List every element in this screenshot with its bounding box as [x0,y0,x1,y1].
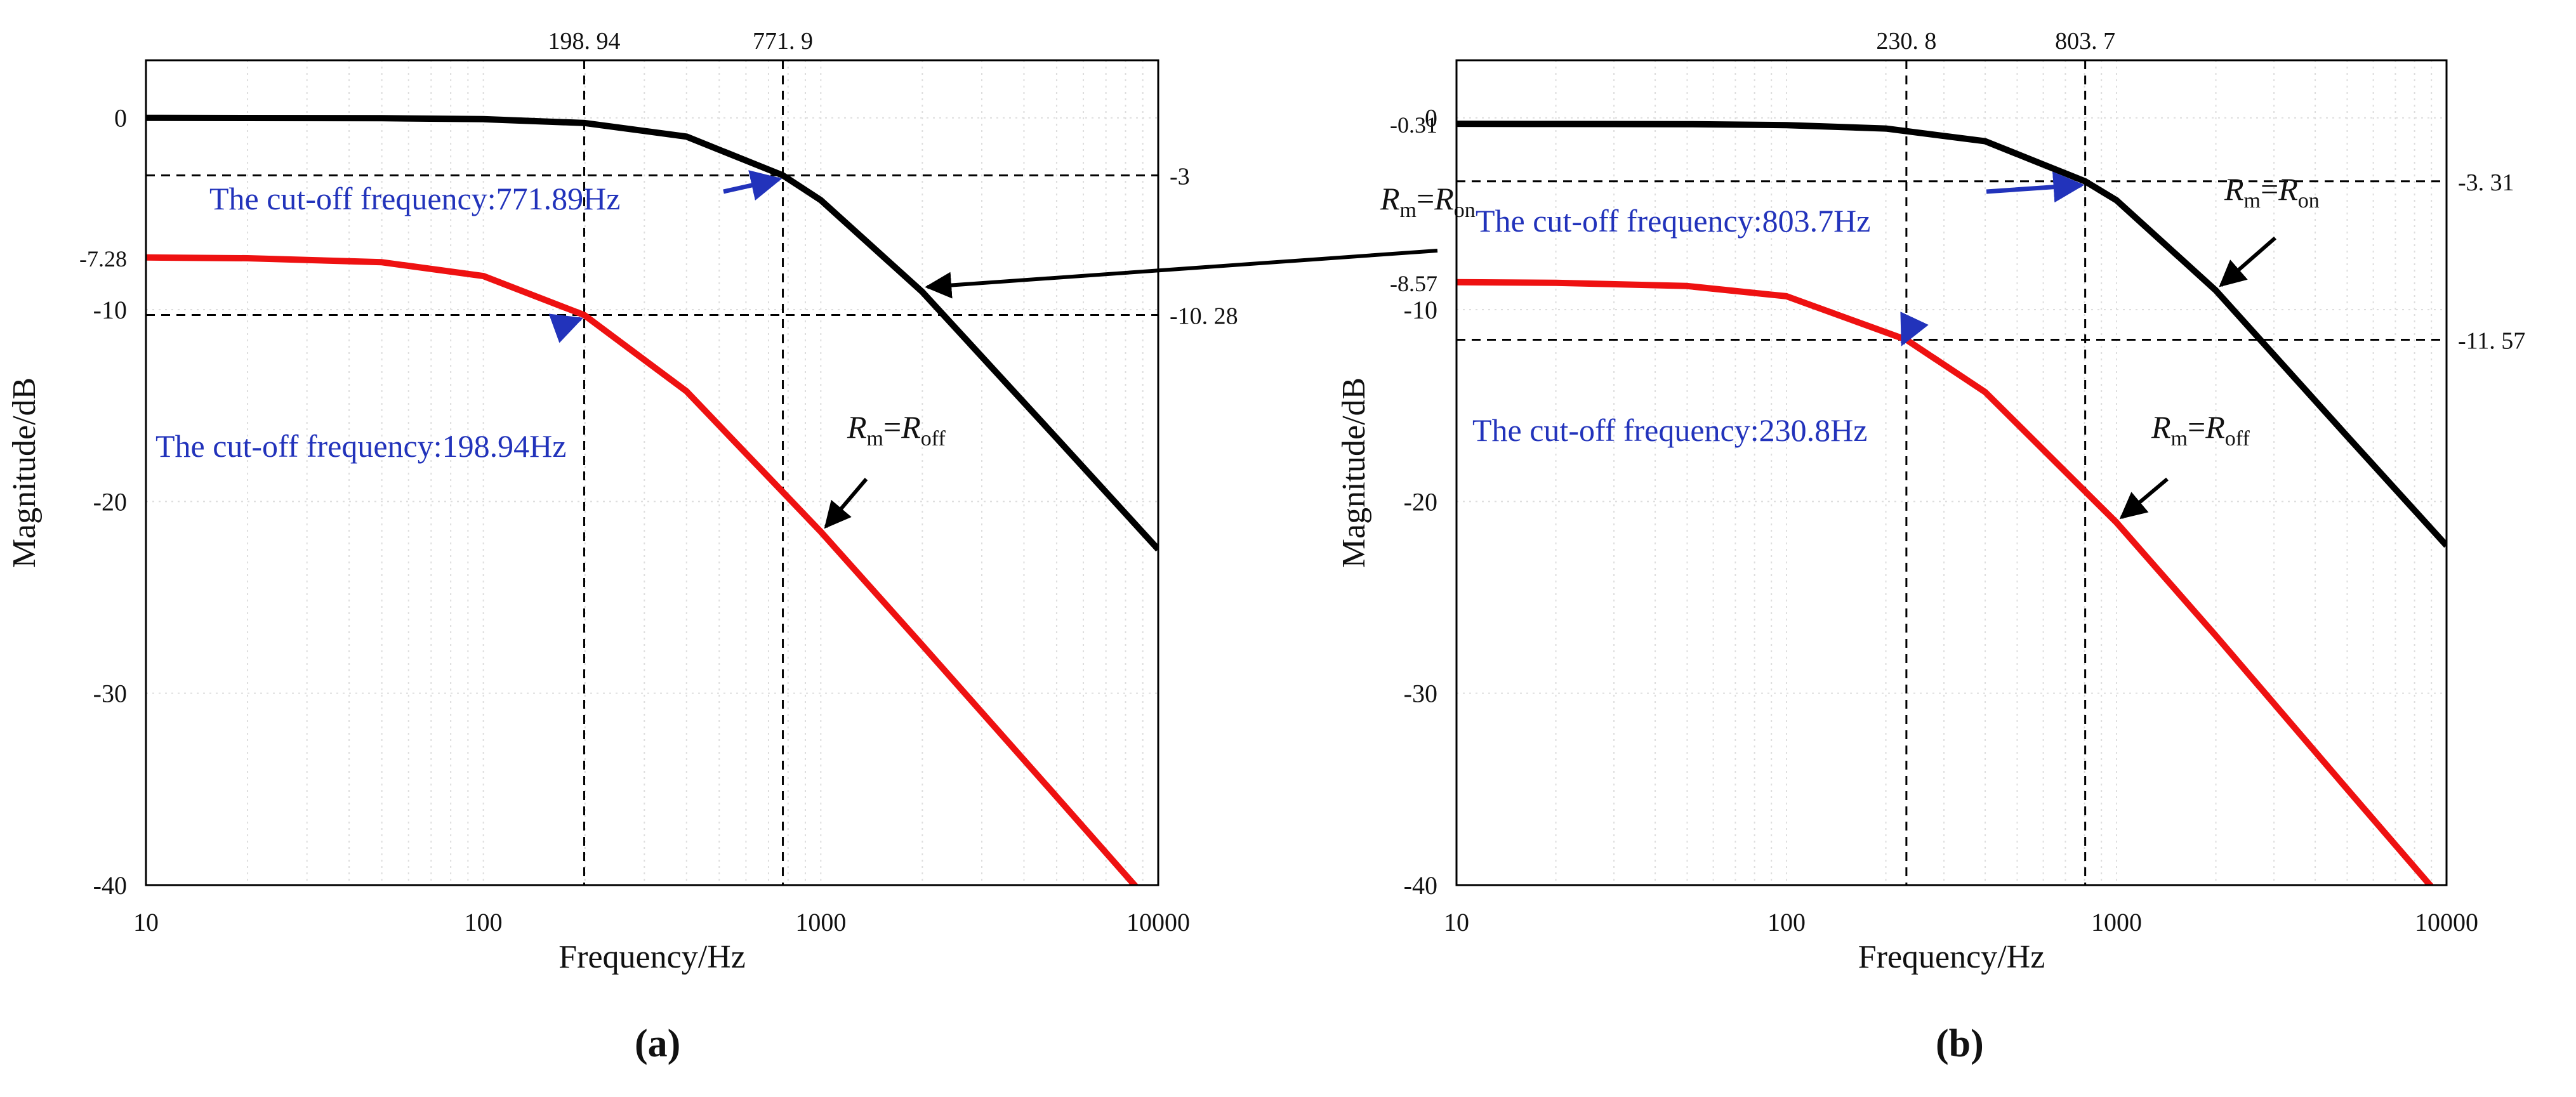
plot-frame [145,59,1159,886]
y-tick-label: -20 [1404,487,1437,516]
x-tick-label: 10000 [1126,908,1190,936]
y-tick-label: -40 [93,871,127,900]
series-line-ron [1456,121,2447,548]
cutoff-annotation-arrow [1986,171,2085,203]
y-extra-label: -8.57 [1390,271,1437,296]
x-tick-label: 100 [465,908,503,936]
series-label-arrow [925,249,1438,299]
series-line-roff [1456,279,2434,885]
series-label-ron: Rm=Ron [1380,181,1476,222]
y-tick-label: -20 [93,487,127,516]
series-label-arrow [2219,236,2276,287]
y-extra-label: -0.31 [1390,112,1437,138]
y-tick-label: -10 [1404,296,1437,324]
series-line-roff [146,254,1139,885]
y-tick-label: 0 [114,104,127,133]
series-label-arrow [824,478,868,529]
cutoff-annotation-text: The cut-off frequency:230.8Hz [1472,412,1867,448]
chart-panel-b: 10 100 1000 10000 0 -10 -20 -30 -40 -0.31 -8.57 230… [1336,28,2525,975]
series-label-roff: Rm=Roff [2151,409,2250,450]
guide-label-right: -3 [1170,163,1190,190]
y-axis-label: Magnitude/dB [1336,378,1372,568]
guide-label-right: -3. 31 [2458,169,2514,196]
guide-label-right: -11. 57 [2458,327,2525,354]
x-tick-label: 1000 [795,908,846,936]
guide-label-right: -10. 28 [1170,303,1238,329]
guide-label-top: 198. 94 [548,28,620,55]
guide-label-top: 230. 8 [1876,28,1936,55]
guide-label-top: 803. 7 [2055,28,2115,55]
series-label-ron: Rm=Ron [2224,171,2320,213]
cutoff-annotation-arrow [1900,312,1929,346]
plot-frame [1455,59,2448,886]
cutoff-annotation-text: The cut-off frequency:771.89Hz [209,181,620,216]
cutoff-annotation-arrow [548,313,584,343]
cutoff-annotation-text: The cut-off frequency:198.94Hz [155,428,566,464]
x-tick-label: 1000 [2091,908,2142,936]
series-line-ron [146,114,1158,552]
x-axis-label: Frequency/Hz [1858,939,2045,975]
y-tick-label: 0 [1425,104,1437,133]
series-label-arrow [2119,477,2169,520]
cutoff-annotation-text: The cut-off frequency:803.7Hz [1476,203,1870,239]
guide-label-top: 771. 9 [753,28,813,55]
y-tick-label: -10 [93,296,127,324]
panel-caption-b: (b) [1936,1021,1984,1067]
cutoff-annotation-arrow [723,170,783,200]
y-extra-label: -7.28 [79,246,127,272]
y-tick-label: -30 [1404,680,1437,708]
series-label-roff: Rm=Roff [847,409,946,450]
x-tick-label: 10 [1444,908,1469,936]
x-tick-label: 10 [133,908,159,936]
x-tick-label: 100 [1767,908,1806,936]
y-tick-label: -40 [1404,871,1437,900]
panel-caption-a-text: (a) [635,1022,681,1065]
x-tick-label: 10000 [2415,908,2478,936]
x-axis-label: Frequency/Hz [558,939,746,975]
panel-caption-a: (a) [635,1021,680,1067]
y-axis-label: Magnitude/dB [6,378,43,568]
y-tick-label: -30 [93,680,127,708]
panel-caption-b-text: (b) [1936,1022,1984,1065]
